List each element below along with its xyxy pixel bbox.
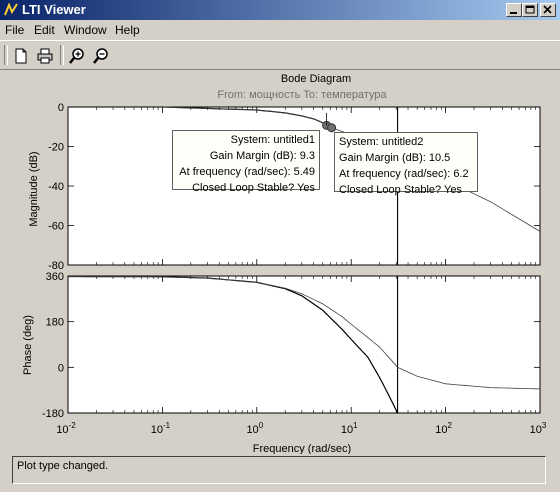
new-file-button[interactable] xyxy=(12,47,30,65)
phase-ylabel: Phase (deg) xyxy=(22,315,34,375)
phase-series-line xyxy=(68,276,541,390)
lti-viewer-app-icon xyxy=(4,2,18,16)
close-icon xyxy=(543,5,552,14)
minimize-icon xyxy=(510,12,517,14)
datatip-untitled2[interactable]: System: untitled2 Gain Margin (dB): 10.5… xyxy=(334,132,478,196)
status-bar: Plot type changed. xyxy=(12,456,546,484)
print-icon xyxy=(37,48,53,64)
new-file-icon xyxy=(15,48,27,64)
y-tick-label: -60 xyxy=(48,221,64,233)
y-tick-label: -180 xyxy=(42,408,64,420)
datatip-untitled1[interactable]: System: untitled1 Gain Margin (dB): 9.3 … xyxy=(172,130,320,194)
zoom-in-icon xyxy=(69,48,84,64)
bode-plot[interactable]: Bode Diagram From: мощность To: температ… xyxy=(0,71,560,455)
close-button[interactable] xyxy=(540,3,556,17)
phase-axes-box xyxy=(67,275,541,414)
plot-area: Bode Diagram From: мощность To: температ… xyxy=(0,71,560,455)
datatip-line: At frequency (rad/sec): 5.49 xyxy=(179,166,315,178)
menu-file[interactable]: File xyxy=(5,23,25,37)
toolbar-grip[interactable] xyxy=(4,45,8,65)
toolbar-separator xyxy=(60,45,64,65)
maximize-button[interactable] xyxy=(522,3,538,17)
datatip-line: Closed Loop Stable? Yes xyxy=(339,184,462,196)
x-tick-label: 102 xyxy=(435,421,452,436)
menu-help[interactable]: Help xyxy=(115,23,140,37)
plot-title: Bode Diagram xyxy=(281,73,351,85)
x-tick-label: 10-2 xyxy=(56,421,76,436)
y-tick-label: 0 xyxy=(58,362,64,374)
x-tick-label: 10-1 xyxy=(151,421,171,436)
gain-margin-marker xyxy=(327,123,337,133)
menu-bar: File Edit Window Help xyxy=(0,21,560,39)
print-button[interactable] xyxy=(36,47,54,65)
plot-subtitle: From: мощность To: температура xyxy=(217,89,387,101)
datatip-line: System: untitled1 xyxy=(230,134,315,146)
y-tick-label: -40 xyxy=(48,181,64,193)
magnitude-ylabel: Magnitude (dB) xyxy=(28,151,40,226)
menu-window[interactable]: Window xyxy=(64,23,107,37)
datatip-line: Closed Loop Stable? Yes xyxy=(192,182,315,194)
y-tick-label: 360 xyxy=(46,271,64,283)
y-tick-label: -20 xyxy=(48,142,64,154)
zoom-out-button[interactable] xyxy=(92,47,110,65)
datatip-line: System: untitled2 xyxy=(339,136,424,148)
window-title: LTI Viewer xyxy=(22,2,86,17)
y-tick-label: 0 xyxy=(58,102,64,114)
x-axis-label: Frequency (rad/sec) xyxy=(253,443,351,454)
menu-edit[interactable]: Edit xyxy=(34,23,55,37)
y-tick-label: -80 xyxy=(48,260,64,272)
status-text: Plot type changed. xyxy=(17,460,109,472)
datatip-line: Gain Margin (dB): 10.5 xyxy=(339,152,451,164)
zoom-in-button[interactable] xyxy=(68,47,86,65)
title-bar[interactable]: LTI Viewer xyxy=(0,0,560,20)
datatip-line: Gain Margin (dB): 9.3 xyxy=(209,150,315,162)
x-tick-label: 101 xyxy=(341,421,358,436)
toolbar xyxy=(0,40,560,70)
zoom-out-icon xyxy=(93,48,108,64)
minimize-button[interactable] xyxy=(506,3,522,17)
x-tick-label: 103 xyxy=(530,421,547,436)
x-tick-label: 100 xyxy=(246,421,263,436)
maximize-icon xyxy=(525,5,535,14)
y-tick-label: 180 xyxy=(46,317,64,329)
datatip-line: At frequency (rad/sec): 6.2 xyxy=(339,168,469,180)
